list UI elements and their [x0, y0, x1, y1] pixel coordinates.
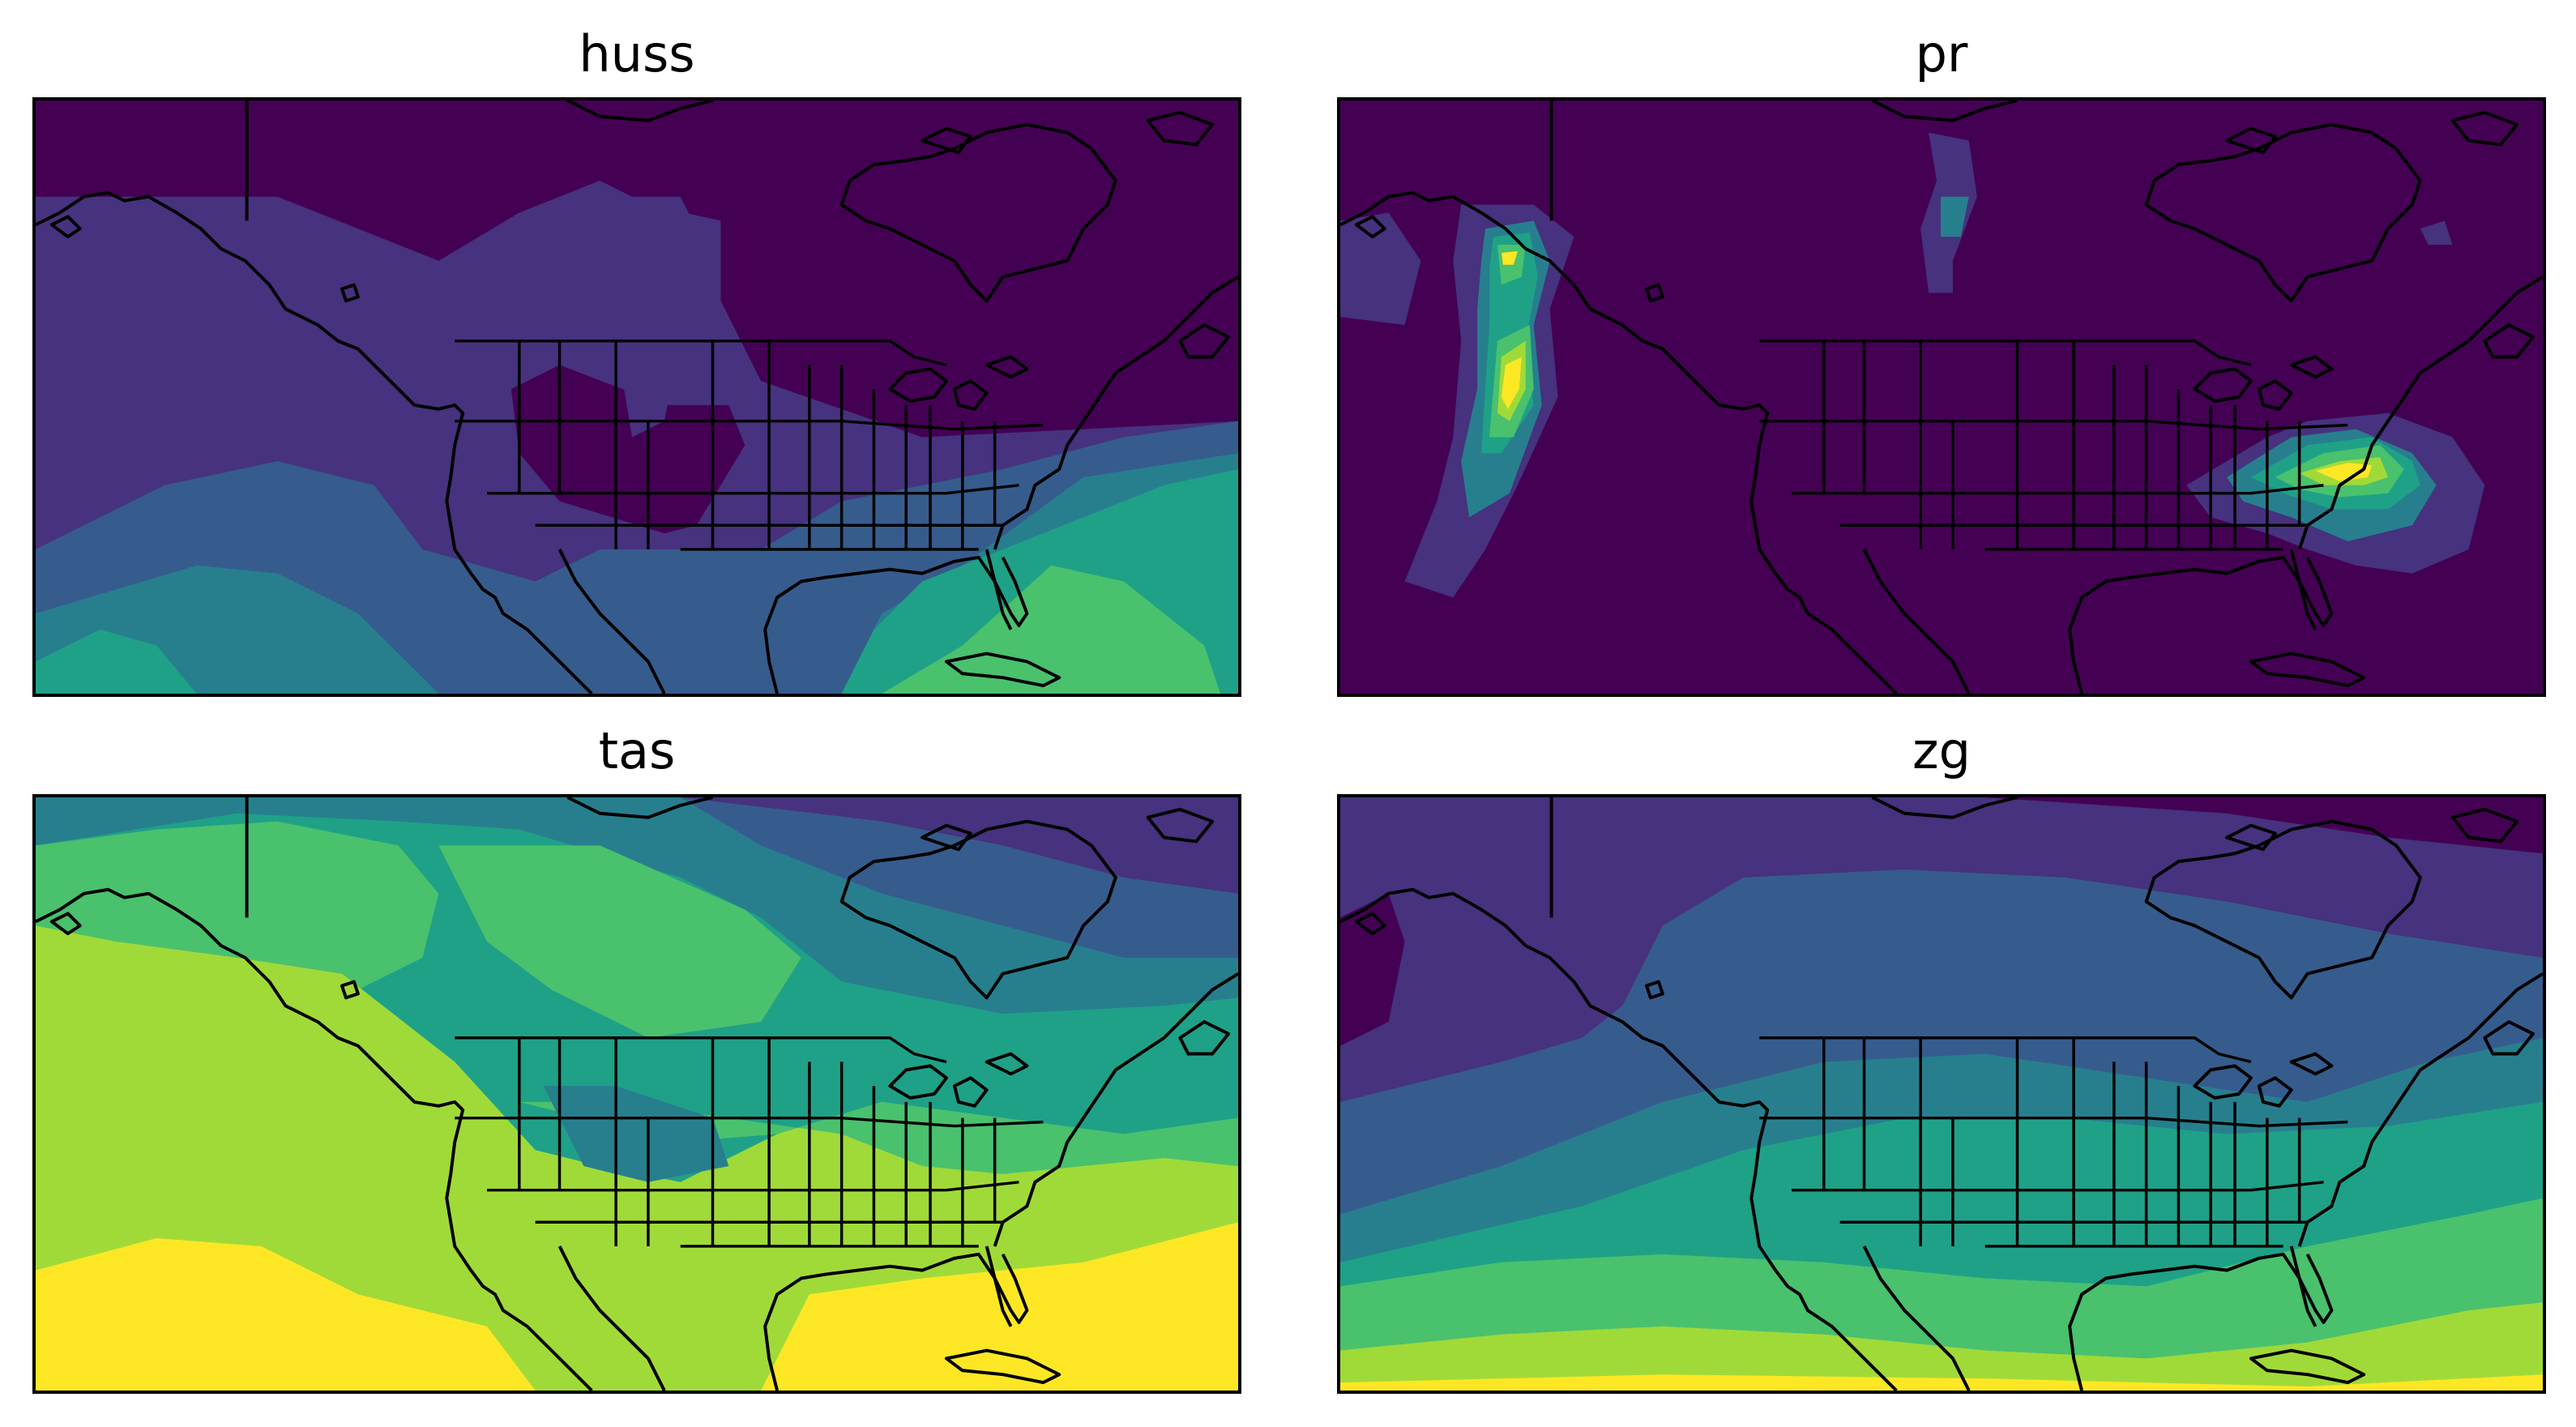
contour-level — [36, 629, 197, 694]
contour-level — [1501, 357, 1522, 409]
contour-level — [36, 1238, 536, 1391]
contour-level — [882, 565, 1221, 694]
contour-level — [438, 845, 801, 1038]
tas-map — [32, 794, 1241, 1394]
contour-level — [36, 925, 1238, 1391]
contour-level — [1340, 212, 1421, 325]
panel-title: zg — [1912, 721, 1971, 780]
contour-level — [583, 196, 713, 438]
pr-map — [1337, 97, 2546, 697]
panel-title: huss — [579, 24, 695, 83]
pr-contour-plot — [1340, 100, 2543, 694]
zg-contour-plot — [1340, 797, 2543, 1391]
contour-level — [1340, 797, 2543, 1102]
contour-level — [761, 1222, 1238, 1391]
huss-map — [32, 97, 1241, 697]
panel-title: tas — [598, 721, 676, 780]
contour-level — [680, 797, 1238, 894]
contour-level — [2420, 220, 2453, 246]
contour-level — [543, 1086, 729, 1182]
contour-level — [1340, 893, 1405, 1046]
contour-level — [1340, 1374, 2543, 1391]
zg-map — [1337, 794, 2546, 1394]
contour-level — [511, 365, 745, 534]
contour-level — [1501, 250, 1518, 265]
contour-level — [36, 797, 1238, 958]
contour-level — [36, 100, 1238, 438]
contour-level — [2315, 463, 2373, 481]
huss-contour-plot — [36, 100, 1238, 694]
panel-title: pr — [1915, 24, 1968, 83]
contour-level — [36, 821, 439, 990]
tas-contour-plot — [36, 797, 1238, 1391]
contour-level — [1941, 196, 1969, 237]
contour-level — [1984, 797, 2543, 854]
